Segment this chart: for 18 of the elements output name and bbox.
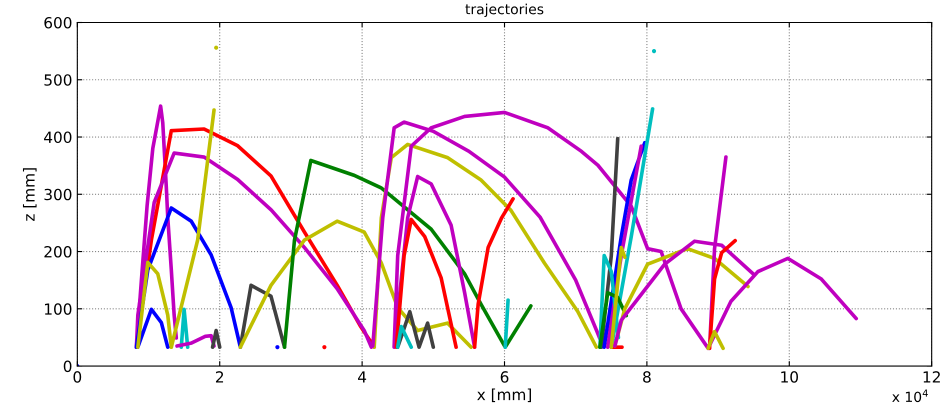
y-tick-label: 600 [44,16,72,29]
x-tick-label: 6 [500,371,508,383]
x-tick-label: 4 [358,371,366,383]
x-axis-title: x [mm] [477,388,531,402]
y-tick-label: 400 [44,131,72,144]
y-axis-title: z [mm] [22,168,37,221]
x-tick-label: 0 [73,371,82,383]
x-tick-label: 12 [924,371,940,383]
text: x 10$^{4}$ [892,390,928,402]
chart-title: trajectories [465,4,544,18]
y-tick-label: 500 [44,74,72,86]
y-tick-label: 300 [44,188,72,200]
y-tick-label: 100 [44,303,72,315]
x-tick-label: 2 [216,371,224,383]
y-tick-label: 200 [44,246,72,258]
x-tick-label: 8 [643,371,651,383]
x-tick-label: 10 [781,371,798,383]
y-tick-label: 0 [64,360,72,372]
